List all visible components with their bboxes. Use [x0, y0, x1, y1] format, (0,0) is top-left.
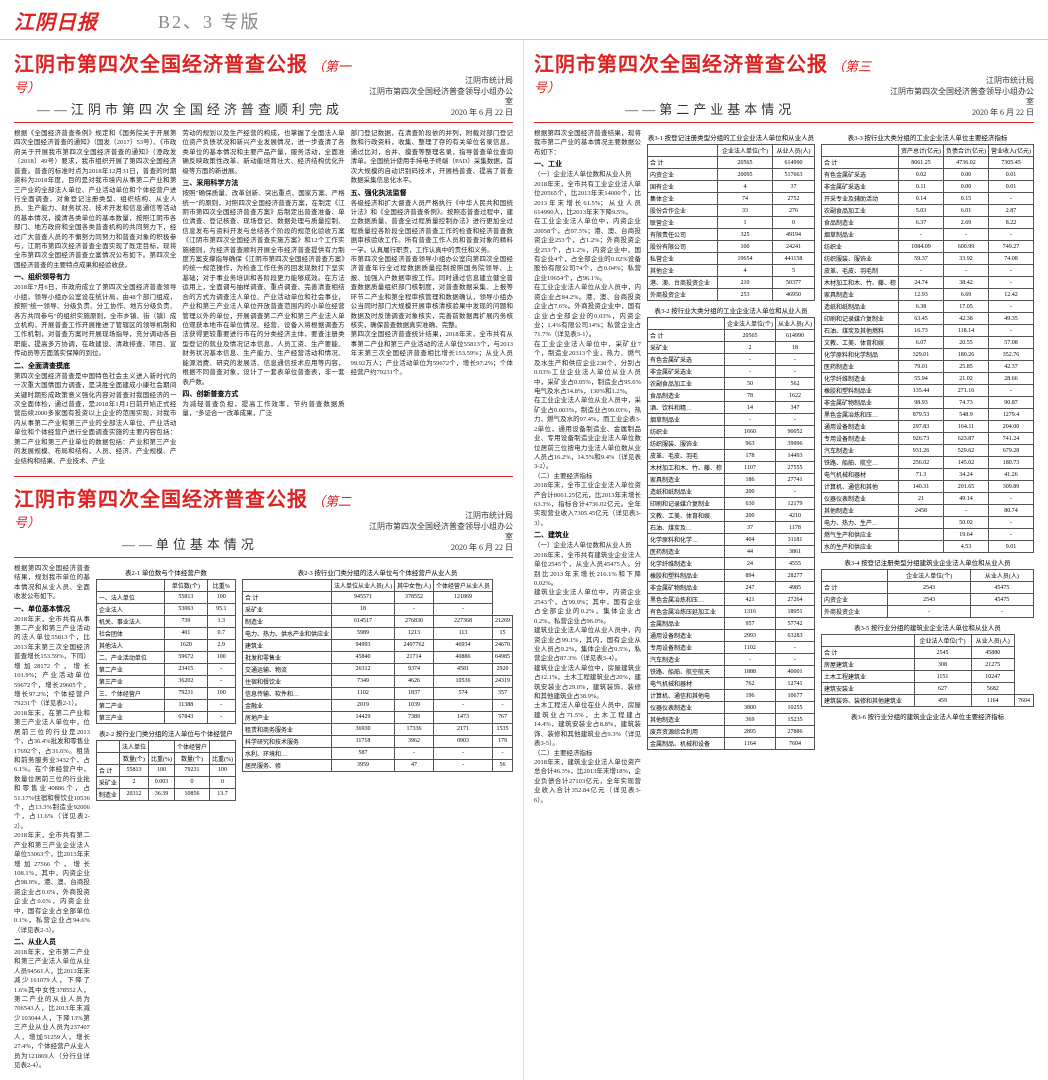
- b1-para: 根据《全国经济普查条例》规定和《国务院关于开展第四次全国经济普查的通知》（国发〔…: [14, 129, 176, 270]
- newspaper-logo: 江阴日报: [14, 6, 98, 35]
- bulletin-1-subtitle: ——江阴市第四次全国经济普查顺利完成: [14, 99, 366, 118]
- table-3-5: 企业法人单位(个)从业人员(人)合 计254545880房屋建筑业3082127…: [821, 634, 1034, 707]
- masthead: 江阴日报 B2、3 专版: [0, 0, 1048, 40]
- table-2-1: 单位数(个)比重%一、法人单位55813100 企业法人5306395.1 机关…: [96, 579, 236, 724]
- newspaper-page: 江阴日报 B2、3 专版 江阴市第四次全国经济普查公报（第一号） ——江阴市第四…: [0, 0, 1048, 1080]
- bulletin-3-title: 江阴市第四次全国经济普查公报（第三号）: [534, 48, 886, 97]
- table-3-3: 资产总计(亿元)负债合计(亿元)营业收入(亿元)合 计8061.254736.0…: [821, 144, 1034, 553]
- bulletin-1: 江阴市第四次全国经济普查公报（第一号） ——江阴市第四次全国经济普查顺利完成 江…: [14, 48, 513, 466]
- table-3-4: 企业法人单位(个)从业人员(人)合 计254345475内资企业25434547…: [821, 569, 1034, 618]
- table-3-1: 企业法人单位(个)从业人员(人)合 计20565614990内资企业200955…: [647, 144, 815, 301]
- table-3-2: 企业法人单位(个)从业人员(人)合 计20565614990采矿业218有色金属…: [647, 317, 815, 750]
- bulletin-1-title: 江阴市第四次全国经济普查公报（第一号）: [14, 48, 366, 97]
- b1-h1: 一、组织领导有力: [14, 272, 176, 282]
- table-2-2: 法人单位个体经营户数量(个)比重(%)数量(个)比重(%)合 计55813100…: [96, 740, 236, 801]
- page-section-label: B2、3 专版: [158, 8, 261, 34]
- t21-cap: 表2-1 单位数与个体经营户数: [96, 567, 236, 577]
- table-2-3: 法人单位从业人员(人)其中女性(人)个体经营户从业人员合 计9455713785…: [242, 579, 513, 772]
- bulletin-2: 江阴市第四次全国经济普查公报（第二号） ——单位基本情况 江阴市统计局江阴市第四…: [14, 483, 513, 1071]
- bulletin-2-title: 江阴市第四次全国经济普查公报（第二号）: [14, 483, 366, 532]
- issuer: 江阴市统计局江阴市第四次全国经济普查领导小组办公室2020 年 6 月 22 日: [366, 76, 513, 118]
- bulletin-3: 江阴市第四次全国经济普查公报（第三号） ——第二产业基本情况 江阴市统计局江阴市…: [534, 48, 1034, 805]
